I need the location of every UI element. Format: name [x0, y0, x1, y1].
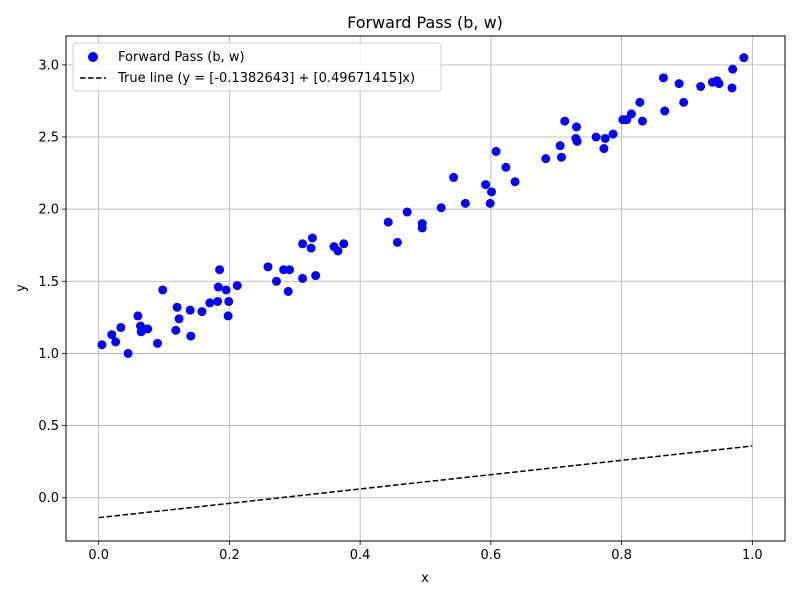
- x-tick-label: 0.2: [219, 548, 240, 563]
- scatter-point: [158, 285, 168, 295]
- scatter-point: [283, 286, 293, 296]
- scatter-point: [727, 83, 737, 93]
- scatter-point: [339, 239, 349, 249]
- legend-box: [72, 42, 442, 92]
- scatter-point: [487, 187, 497, 197]
- scatter-point: [572, 136, 582, 146]
- scatter-point: [635, 97, 645, 107]
- scatter-point: [285, 265, 295, 275]
- scatter-point: [213, 282, 223, 292]
- scatter-point: [638, 116, 648, 126]
- scatter-point: [306, 243, 316, 253]
- scatter-point: [714, 79, 724, 89]
- scatter-point: [311, 271, 321, 281]
- x-tick-label: 0.4: [350, 548, 371, 563]
- scatter-point: [333, 246, 343, 256]
- scatter-points: [97, 53, 749, 358]
- scatter-point: [460, 198, 470, 208]
- scatter-point: [215, 265, 225, 275]
- scatter-point: [392, 237, 402, 247]
- scatter-point: [224, 296, 234, 306]
- scatter-point: [116, 322, 126, 332]
- legend-label-line: True line (y = [-0.1382643] + [0.4967141…: [117, 71, 415, 86]
- scatter-point: [298, 273, 308, 283]
- scatter-point: [436, 203, 446, 213]
- y-tick-label: 0.5: [38, 419, 59, 434]
- scatter-point: [626, 109, 636, 119]
- scatter-point: [153, 338, 163, 348]
- scatter-point: [591, 132, 601, 142]
- x-tick-label: 0.0: [88, 548, 109, 563]
- scatter-point: [449, 172, 459, 182]
- scatter-point: [197, 307, 207, 317]
- y-tick-label: 3.0: [38, 58, 59, 73]
- scatter-point: [97, 340, 107, 350]
- plot-area: [66, 36, 785, 541]
- scatter-point: [696, 82, 706, 91]
- scatter-point: [263, 262, 273, 272]
- scatter-point: [307, 233, 317, 243]
- scatter-point: [600, 133, 610, 143]
- scatter-point: [186, 331, 196, 341]
- scatter-point: [174, 314, 184, 324]
- x-tick-label: 0.8: [611, 548, 632, 563]
- scatter-point: [674, 79, 684, 89]
- scatter-point: [171, 325, 181, 335]
- legend-marker-scatter: [88, 52, 98, 62]
- scatter-point: [133, 311, 143, 321]
- chart-title: Forward Pass (b, w): [347, 13, 503, 32]
- y-tick-label: 1.0: [38, 347, 59, 362]
- scatter-point: [185, 305, 195, 315]
- y-tick-label: 0.0: [38, 491, 59, 506]
- scatter-point: [658, 73, 668, 83]
- y-tick-label: 2.0: [38, 203, 59, 218]
- scatter-point: [107, 330, 117, 340]
- scatter-point: [232, 281, 242, 291]
- scatter-point: [541, 154, 551, 164]
- scatter-point: [143, 324, 153, 334]
- y-axis-label: y: [14, 284, 29, 292]
- scatter-point: [205, 298, 215, 308]
- scatter-point: [501, 162, 511, 172]
- scatter-point: [660, 106, 670, 116]
- scatter-point: [172, 302, 182, 312]
- scatter-point: [221, 285, 231, 295]
- y-tick-label: 2.5: [38, 131, 59, 146]
- scatter-point: [271, 276, 281, 286]
- scatter-point: [491, 146, 501, 156]
- legend-label-scatter: Forward Pass (b, w): [118, 50, 245, 65]
- scatter-point: [111, 337, 121, 347]
- scatter-point: [298, 239, 308, 249]
- scatter-point: [383, 217, 393, 227]
- scatter-point: [556, 152, 566, 162]
- x-tick-label: 0.6: [481, 548, 502, 563]
- scatter-point: [571, 122, 581, 132]
- scatter-point: [417, 223, 427, 233]
- scatter-point: [679, 97, 689, 107]
- scatter-point: [485, 198, 495, 208]
- scatter-point: [213, 296, 223, 306]
- plot-frame: [65, 35, 786, 542]
- scatter-point: [402, 207, 412, 217]
- axis-ticks: 0.0 0.2 0.4 0.6 0.8 1.0 0.0 0.5 1.0 1.5 2.0 2.5 3.0: [38, 58, 762, 563]
- line-layer: [98, 445, 753, 519]
- x-tick-label: 1.0: [742, 548, 763, 563]
- y-tick-label: 1.5: [38, 275, 59, 290]
- scatter-point: [560, 116, 570, 126]
- scatter-point: [728, 64, 738, 74]
- scatter-point: [739, 53, 749, 63]
- legend: Forward Pass (b, w) True line (y = [-0.1…: [72, 42, 442, 92]
- scatter-point: [481, 180, 491, 190]
- scatter-point: [223, 311, 233, 321]
- scatter-point: [599, 144, 609, 154]
- true-line: [98, 445, 753, 519]
- scatter-point: [123, 348, 133, 358]
- scatter-point: [555, 141, 565, 151]
- scatter-point: [608, 129, 618, 139]
- x-axis-label: x: [421, 571, 429, 586]
- scatter-point: [510, 177, 520, 187]
